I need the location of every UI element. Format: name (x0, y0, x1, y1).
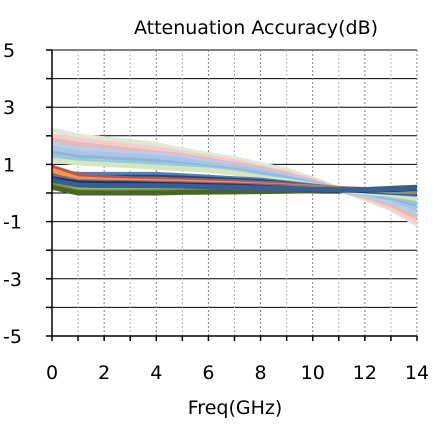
x-tick-label: 2 (98, 362, 110, 384)
x-tick-label: 6 (202, 362, 214, 384)
x-tick-label: 12 (353, 362, 377, 384)
x-tick-label: 0 (46, 362, 58, 384)
y-tick-label: 1 (3, 154, 15, 176)
plot-axes (46, 49, 418, 341)
x-tick-label: 10 (301, 362, 325, 384)
x-axis-label: Freq(GHz) (188, 397, 283, 419)
x-tick-label: 4 (150, 362, 162, 384)
y-tick-label: -5 (3, 326, 22, 348)
y-tick-label: -1 (3, 212, 22, 234)
tick-labels: 5 3 1 -1 -3 -5 0 2 4 6 8 10 12 14 (3, 40, 429, 384)
chart-title: Attenuation Accuracy(dB) (134, 17, 378, 39)
x-tick-label: 14 (405, 362, 429, 384)
x-tick-label: 8 (255, 362, 267, 384)
series-layer (52, 127, 417, 227)
y-tick-label: 3 (3, 97, 15, 119)
y-tick-label: -3 (3, 269, 22, 291)
series-line (52, 177, 417, 193)
y-tick-label: 5 (3, 40, 15, 62)
